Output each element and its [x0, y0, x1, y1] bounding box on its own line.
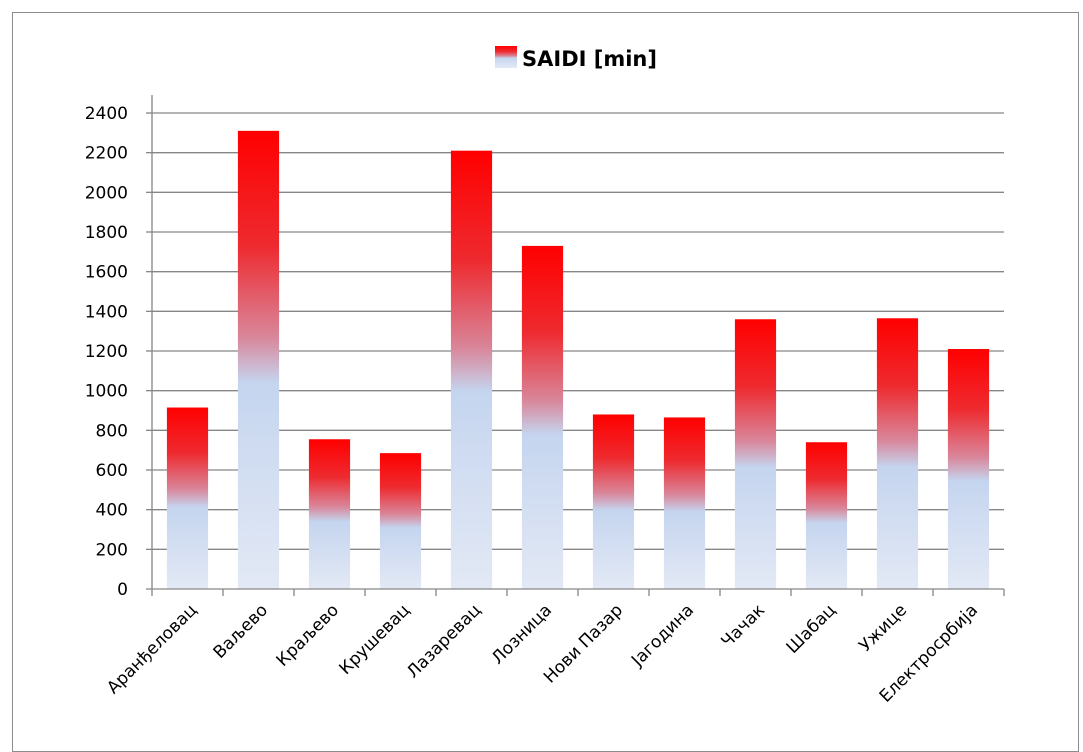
- y-tick-label: 2400: [85, 104, 128, 124]
- bar: [166, 407, 209, 589]
- bar: [876, 318, 919, 589]
- bar: [734, 319, 777, 589]
- y-tick-label: 1800: [85, 223, 128, 243]
- x-category-label: Аранђеловац: [103, 600, 201, 698]
- legend: SAIDI [min]: [495, 46, 657, 71]
- y-tick-label: 0: [117, 580, 128, 600]
- axes: [146, 95, 1005, 596]
- y-tick-label: 400: [96, 501, 128, 521]
- x-category-label: Краљево: [273, 600, 343, 670]
- legend-swatch: [495, 46, 517, 68]
- y-tick-label: 800: [96, 421, 128, 441]
- bar: [237, 130, 280, 589]
- bar: [947, 349, 990, 589]
- x-category-labels: Аранђеловац Ваљево КраљевоКрушевацЛазарева…: [103, 600, 982, 706]
- y-tick-label: 1000: [85, 382, 128, 402]
- x-category-label: Крушевац: [336, 600, 414, 678]
- x-category-label: Лозница: [488, 600, 556, 668]
- x-category-label: Чачак: [718, 600, 769, 651]
- x-category-label: Ужице: [855, 600, 911, 656]
- bar: [308, 439, 351, 589]
- y-tick-label: 1400: [85, 302, 128, 322]
- bar: [379, 453, 422, 589]
- bar: [805, 442, 848, 589]
- x-category-label: Јагодина: [627, 600, 698, 671]
- y-tick-label: 200: [96, 540, 128, 560]
- bar: [663, 417, 706, 589]
- y-tick-label: 2200: [85, 144, 128, 164]
- y-tick-labels: 0 200 400 600 800 1000 1200 1400 1600 1800 2000 220…: [85, 104, 128, 600]
- y-tick-label: 600: [96, 461, 128, 481]
- bars: [166, 130, 990, 589]
- x-category-label: Шабац: [783, 600, 840, 657]
- bar: [450, 150, 493, 589]
- y-tick-label: 1200: [85, 342, 128, 362]
- y-tick-label: 2000: [85, 183, 128, 203]
- y-tick-label: 1600: [85, 263, 128, 283]
- x-category-label: Ваљево: [210, 600, 272, 662]
- gridlines: [152, 112, 1004, 550]
- x-category-label: Лазаревац: [403, 600, 485, 682]
- legend-label: SAIDI [min]: [522, 47, 657, 71]
- bar: [592, 414, 635, 589]
- bar: [521, 245, 564, 589]
